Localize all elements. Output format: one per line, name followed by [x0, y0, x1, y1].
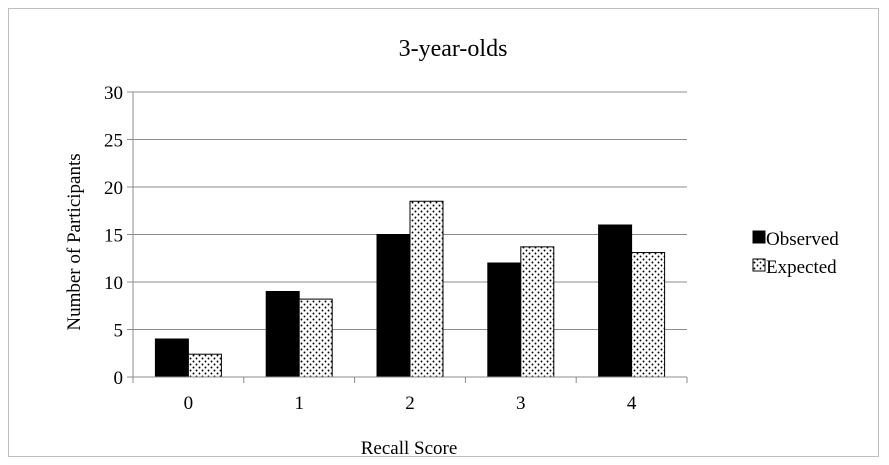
- bar-expected: [409, 200, 444, 378]
- y-axis-title: Number of Participants: [64, 153, 85, 330]
- bar-expected: [298, 298, 333, 378]
- chart-frame: 3-year-olds 0 5 10 15 20 25 30 0 1 2 3 4 Recall Sco…: [8, 8, 879, 459]
- legend-label-expected: Expected: [766, 257, 837, 278]
- chart-title: 3-year-olds: [399, 36, 508, 62]
- bar-observed: [598, 224, 633, 378]
- y-tick-label: 5: [114, 321, 124, 342]
- x-tick-label: 0: [184, 393, 194, 414]
- legend-label-observed: Observed: [766, 229, 839, 250]
- axes: 0 5 10 15 20 25 30 0 1 2 3 4: [104, 83, 688, 414]
- y-tick-label: 20: [104, 178, 123, 199]
- x-axis-title: Recall Score: [361, 438, 458, 458]
- bar-observed: [265, 291, 300, 378]
- x-tick-label: 4: [627, 393, 637, 414]
- y-tick-label: 0: [114, 368, 124, 389]
- bar-observed: [154, 338, 189, 378]
- legend: Observed Expected: [752, 229, 839, 278]
- bar-chart: 3-year-olds 0 5 10 15 20 25 30 0 1 2 3 4 Recall Sco…: [64, 36, 839, 459]
- bar-expected: [520, 246, 555, 378]
- bar-observed: [487, 262, 522, 378]
- bar-expected: [187, 353, 222, 378]
- bars: [154, 200, 666, 378]
- bar-observed: [376, 234, 411, 378]
- y-tick-label: 15: [104, 226, 123, 247]
- bar-expected: [631, 252, 666, 378]
- legend-swatch-observed: [752, 230, 766, 244]
- x-tick-label: 2: [405, 393, 415, 414]
- y-tick-label: 30: [104, 83, 123, 104]
- y-tick-label: 25: [104, 131, 123, 152]
- x-tick-label: 3: [516, 393, 526, 414]
- legend-swatch-expected: [752, 258, 766, 272]
- x-tick-label: 1: [294, 393, 304, 414]
- y-tick-label: 10: [104, 273, 123, 294]
